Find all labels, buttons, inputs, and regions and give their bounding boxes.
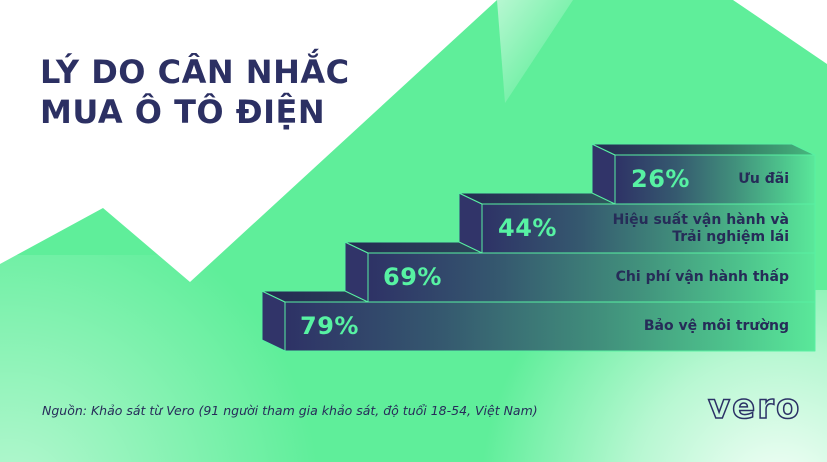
chart-title: LÝ DO CÂN NHẮC MUA Ô TÔ ĐIỆN bbox=[40, 52, 350, 132]
bar-category-label-chi-phi: Chi phí vận hành thấp bbox=[615, 269, 789, 285]
bar-category-label-line1: Hiệu suất vận hành và bbox=[612, 212, 789, 228]
bar-value-label-26: 26% bbox=[631, 165, 690, 193]
bar-category-label-hieu-suat: Hiệu suất vận hành và Trải nghiệm lái bbox=[613, 212, 789, 246]
chart-title-line2: MUA Ô TÔ ĐIỆN bbox=[40, 93, 326, 131]
bar-26-percent bbox=[591, 143, 816, 205]
bar-value-label-79: 79% bbox=[300, 312, 359, 340]
bar-category-label-line2: Trải nghiệm lái bbox=[672, 229, 789, 245]
arrow-highlight-band bbox=[497, 0, 573, 103]
bar-category-label-uu-dai: Ưu đãi bbox=[738, 171, 789, 187]
bottom-left-fade bbox=[0, 255, 330, 462]
vero-logo: vero bbox=[707, 387, 802, 427]
bar-value-label-69: 69% bbox=[383, 263, 442, 291]
source-note: Nguồn: Khảo sát từ Vero (91 người tham g… bbox=[42, 403, 538, 418]
bar-value-label-44: 44% bbox=[498, 214, 557, 242]
bar-category-label-bao-ve: Bảo vệ môi trường bbox=[643, 318, 789, 334]
chart-title-line1: LÝ DO CÂN NHẮC bbox=[40, 53, 350, 91]
